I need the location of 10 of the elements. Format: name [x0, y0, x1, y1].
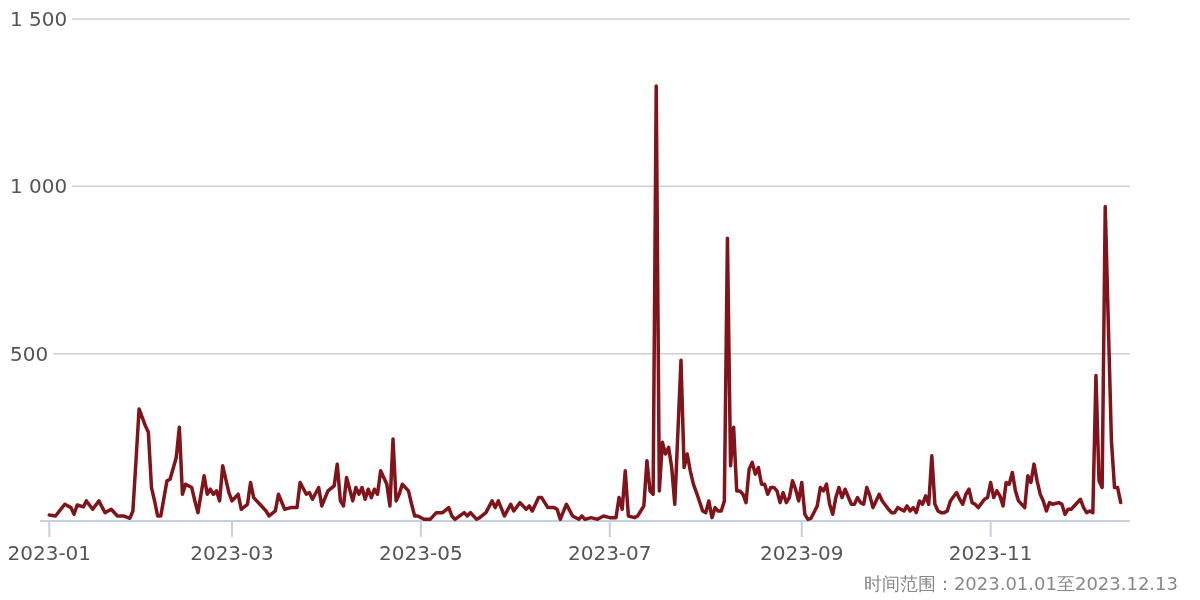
x-tick-label: 2023-07	[567, 541, 652, 565]
y-tick-label: 1 000	[10, 174, 68, 199]
y-tick-label: 1 500	[10, 7, 68, 31]
x-tick-label: 2023-01	[7, 541, 92, 565]
x-tick-label: 2023-05	[379, 541, 463, 565]
y-tick-label: 500	[10, 341, 49, 366]
x-tick-label: 2023-09	[759, 541, 844, 565]
text: 时间范围：2023.01.01至2023.12.13	[863, 573, 1178, 594]
x-tick-label: 2023-03	[190, 541, 274, 565]
x-tick-label: 2023-11	[948, 541, 1033, 565]
